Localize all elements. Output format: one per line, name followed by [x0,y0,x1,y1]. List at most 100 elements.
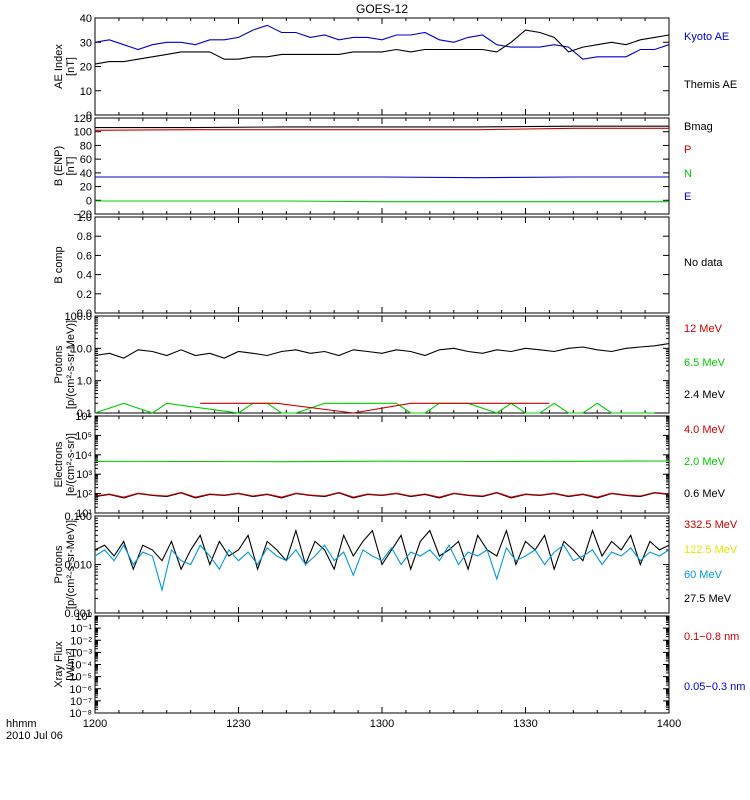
series-6-2 [94,544,670,593]
legend-entry: 0.6 MeV [684,488,726,500]
legend-entry: Themis AE [684,79,737,91]
y-tick-label: 10⁻² [70,635,92,647]
y-tick-label: 0.8 [77,231,92,243]
y-axis-unit: [nT] [65,57,77,76]
series-6-1 [94,528,670,572]
legend-entry: Bmag [684,121,713,133]
y-tick-label: 0.001 [64,608,92,620]
legend-entry: 122.5 MeV [684,544,738,556]
y-tick-label: 120 [74,113,92,125]
series-2-3 [95,200,669,203]
y-tick-label: 30 [80,37,92,49]
y-tick-label: 0.100 [64,511,92,523]
y-tick-label: 10⁵ [75,430,92,442]
y-tick-label: 40 [80,168,92,180]
y-axis-label: Protons [53,545,65,583]
series-4-1 [94,343,670,359]
y-tick-label: 10⁻⁷ [70,696,92,708]
y-tick-label: 0.6 [77,250,92,262]
y-tick-label: 0.1 [77,408,92,420]
legend-entry: N [684,168,692,180]
y-axis-unit: [p/(cm²-s-sr-MeV)] [65,520,77,609]
y-tick-label: 1.0 [77,376,92,388]
y-axis-unit: [nT] [65,157,77,176]
y-tick-label: 80 [80,140,92,152]
y-tick-label: 10⁶ [75,411,92,423]
y-tick-label: 100.0 [64,311,92,323]
series-5-1 [94,460,670,463]
legend-entry: 12 MeV [684,323,723,335]
panel-frame-3 [94,216,670,314]
series-4-2 [94,402,655,414]
y-axis-label: AE Index [53,44,65,89]
y-tick-label: 0.4 [77,270,92,282]
y-axis-label: Electrons [53,441,65,487]
x-tick-label: 1400 [657,718,681,730]
series-4-3 [200,402,550,414]
y-tick-label: 10⁻⁸ [69,708,92,720]
y-tick-label: 100 [74,127,92,139]
y-axis-unit: [W/m²] [65,648,77,680]
footer-label-date: 2010 Jul 06 [6,730,63,742]
panel-frame-5 [94,415,670,514]
legend-entry: Kyoto AE [684,31,729,43]
series-1-1 [94,24,670,60]
y-axis-label: Xray Flux [53,641,65,688]
legend-entry: 0.05−0.3 nm [684,681,745,693]
y-tick-label: 0 [86,110,92,122]
y-tick-label: 10⁴ [75,450,92,462]
y-axis-unit: [p/(cm²-s-sr-MeV)] [65,320,77,409]
legend-entry: No data [684,257,723,269]
legend-entry: 27.5 MeV [684,593,732,605]
series-1-2 [94,29,670,65]
y-tick-label: 10.0 [71,343,92,355]
y-tick-label: 10 [80,86,92,98]
series-2-2 [94,127,669,131]
y-tick-label: 0 [86,195,92,207]
legend-entry: 0.1−0.8 nm [684,631,739,643]
y-tick-label: 10³ [76,469,92,481]
y-tick-label: 20 [80,62,92,74]
legend-entry: P [684,144,691,156]
series-2-4 [95,176,669,179]
legend-entry: 332.5 MeV [684,519,738,531]
y-tick-label: 0.2 [77,289,92,301]
y-tick-label: 10⁻⁵ [69,672,92,684]
y-tick-label: 10² [76,489,92,501]
legend-entry: E [684,191,691,203]
y-tick-label: 0.0 [77,308,92,320]
y-tick-label: −20 [73,209,92,221]
y-tick-label: 60 [80,154,92,166]
y-axis-label: B comp [53,246,65,283]
legend-entry: 2.4 MeV [684,389,726,401]
y-tick-label: 20 [80,182,92,194]
y-tick-label: 1.0 [77,212,92,224]
y-axis-unit: [e/(cm²-s-sr)] [65,433,77,496]
x-tick-label: 1200 [83,718,107,730]
x-tick-label: 1230 [226,718,250,730]
y-tick-label: 10⁻⁴ [69,660,92,672]
y-tick-label: 10⁻⁶ [69,684,92,696]
y-tick-label: 0.010 [64,560,92,572]
y-tick-label: 10⁰ [75,611,92,623]
chart-title: GOES-12 [356,2,408,16]
panel-frame-2 [94,117,670,215]
footer-label-hhmm: hhmm [6,718,37,730]
x-tick-label: 1330 [513,718,537,730]
y-axis-label: Protons [53,345,65,383]
y-tick-label: 10⁻¹ [70,623,92,635]
panel-frame-7 [94,615,670,714]
legend-entry: 2.0 MeV [684,456,726,468]
series-5-3 [94,491,670,498]
y-tick-label: 10⁻³ [70,647,92,659]
legend-entry: 4.0 MeV [684,424,726,436]
y-tick-label: 40 [80,13,92,25]
legend-entry: 6.5 MeV [684,357,726,369]
y-axis-label: B (ENP) [53,146,65,186]
panel-frame-4 [94,315,670,414]
panel-frame-1 [94,17,670,116]
y-tick-label: 10¹ [76,508,92,520]
series-2-1 [95,125,669,129]
